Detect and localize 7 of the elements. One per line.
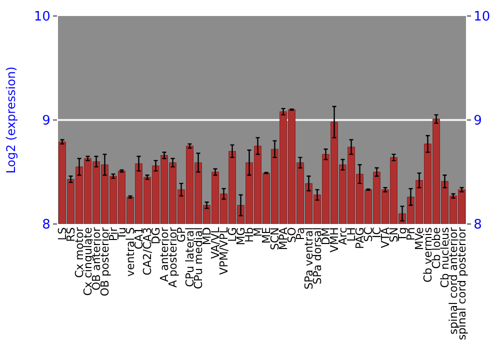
y2-tick-label: 10 (474, 10, 490, 25)
y-tick-label: 9 (42, 114, 50, 129)
y2-tick-label: 8 (474, 218, 482, 233)
y2-tick-label: 9 (474, 114, 482, 129)
y-tick-label: 8 (42, 218, 50, 233)
y-axis-title: Log2 (expression) (4, 66, 18, 174)
y-tick-label: 10 (34, 10, 50, 25)
